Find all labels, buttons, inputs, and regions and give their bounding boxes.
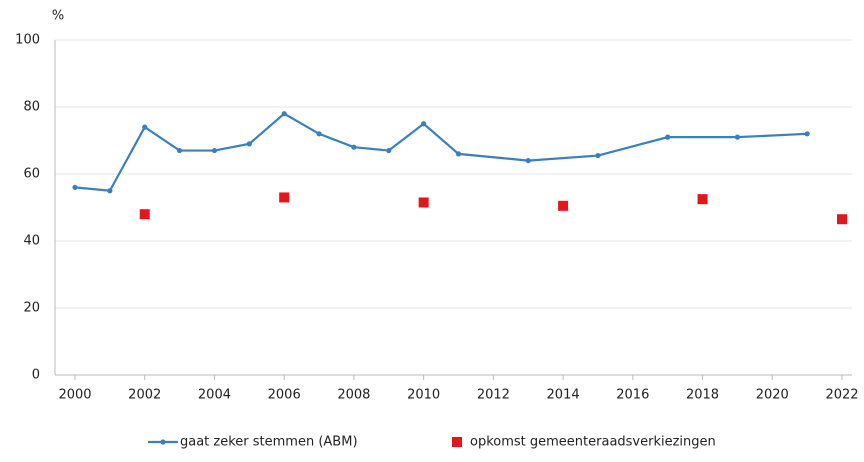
x-tick-label: 2018 bbox=[686, 388, 719, 403]
legend-swatch bbox=[160, 439, 166, 445]
y-tick-label: 0 bbox=[32, 368, 40, 383]
x-tick-label: 2006 bbox=[268, 388, 301, 403]
square-marker bbox=[697, 194, 708, 205]
legend-label: gaat zeker stemmen (ABM) bbox=[180, 435, 358, 450]
y-tick-label: 60 bbox=[23, 167, 40, 182]
square-marker bbox=[139, 209, 150, 220]
line-point bbox=[734, 134, 741, 140]
y-tick-label: 100 bbox=[15, 33, 40, 48]
x-tick-label: 2000 bbox=[58, 388, 91, 403]
line-point bbox=[316, 131, 322, 137]
x-tick-label: 2002 bbox=[128, 388, 161, 403]
line-point bbox=[72, 184, 78, 190]
line-point bbox=[421, 121, 427, 127]
y-tick-label: 80 bbox=[23, 100, 40, 115]
line-point bbox=[455, 151, 462, 157]
line-point bbox=[246, 141, 252, 147]
y-tick-label: 20 bbox=[23, 301, 40, 316]
x-tick-label: 2016 bbox=[616, 388, 649, 403]
x-tick-label: 2020 bbox=[756, 388, 789, 403]
x-tick-label: 2004 bbox=[198, 388, 231, 403]
line-point bbox=[525, 158, 531, 164]
y-tick-label: 40 bbox=[23, 234, 40, 249]
square-marker bbox=[558, 200, 569, 211]
square-marker bbox=[837, 214, 847, 225]
x-tick-label: 2010 bbox=[407, 388, 440, 403]
line-point bbox=[281, 111, 287, 117]
line-point bbox=[595, 152, 601, 159]
line-point bbox=[386, 147, 392, 154]
legend-swatch bbox=[452, 437, 462, 447]
square-marker bbox=[279, 192, 290, 203]
x-tick-label: 2012 bbox=[477, 388, 510, 403]
square-marker bbox=[418, 197, 429, 208]
x-tick-label: 2008 bbox=[337, 388, 370, 403]
y-axis-label: % bbox=[52, 9, 64, 24]
line-point bbox=[211, 147, 218, 154]
line-point bbox=[107, 188, 113, 194]
line-point bbox=[665, 134, 671, 140]
x-tick-label: 2014 bbox=[547, 388, 580, 403]
line-point bbox=[804, 131, 810, 137]
line-point bbox=[142, 124, 148, 130]
x-tick-label: 2022 bbox=[825, 388, 858, 403]
legend-label: opkomst gemeenteraadsverkiezingen bbox=[470, 435, 716, 450]
line-point bbox=[351, 144, 357, 150]
line-point bbox=[176, 147, 183, 154]
line bbox=[74, 112, 808, 192]
